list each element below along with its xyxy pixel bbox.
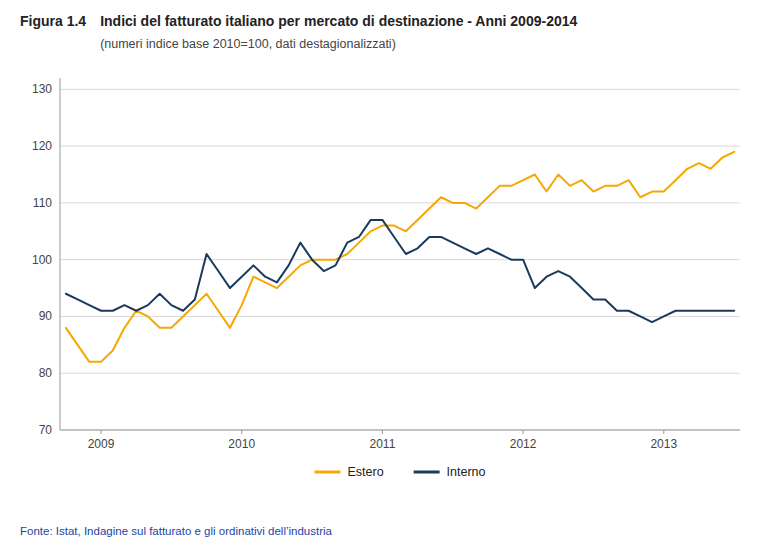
grid-line [60,89,740,90]
legend-swatch [314,471,340,474]
x-tick [241,430,242,434]
x-tick-label: 2011 [370,437,396,451]
legend: Estero Interno [314,465,485,479]
x-tick-label: 2012 [510,437,537,451]
y-tick-label: 90 [39,309,53,323]
legend-item: Estero [314,465,383,479]
x-tick-label: 2013 [650,437,677,451]
series-line [66,152,734,362]
x-tick-label: 2009 [88,437,115,451]
source: Fonte: Istat, Indagine sul fatturato e g… [20,525,333,537]
title: Indici del fatturato italiano per mercat… [100,13,577,29]
figure-label: Figura 1.4 [20,13,86,29]
y-tick-label: 110 [33,196,52,210]
x-tick [663,430,664,434]
grid-line [60,373,740,374]
grid-line [60,259,740,260]
y-tick-label: 70 [39,423,53,437]
legend-item: Interno [414,465,486,479]
series-line [66,220,734,322]
y-tick-label: 120 [32,139,52,153]
grid-line [60,430,740,431]
x-tick [382,430,383,434]
legend-label: Estero [347,465,383,479]
grid-line [60,202,740,203]
grid-line [60,146,740,147]
legend-swatch [414,471,440,474]
x-tick [523,430,524,434]
y-tick-label: 130 [32,82,52,96]
x-tick [101,430,102,434]
x-axis-line [60,430,740,431]
chart: Figura 1.4 Indici del fatturato italiano … [0,0,760,555]
y-axis-line [60,78,61,430]
subtitle: (numeri indice base 2010=100, dati desta… [100,37,396,51]
grid [60,89,740,430]
x-tick-label: 2010 [228,437,255,451]
series-group [66,152,734,362]
legend-label: Interno [447,465,486,479]
y-tick-label: 80 [39,366,53,380]
y-tick-label: 100 [32,253,52,267]
